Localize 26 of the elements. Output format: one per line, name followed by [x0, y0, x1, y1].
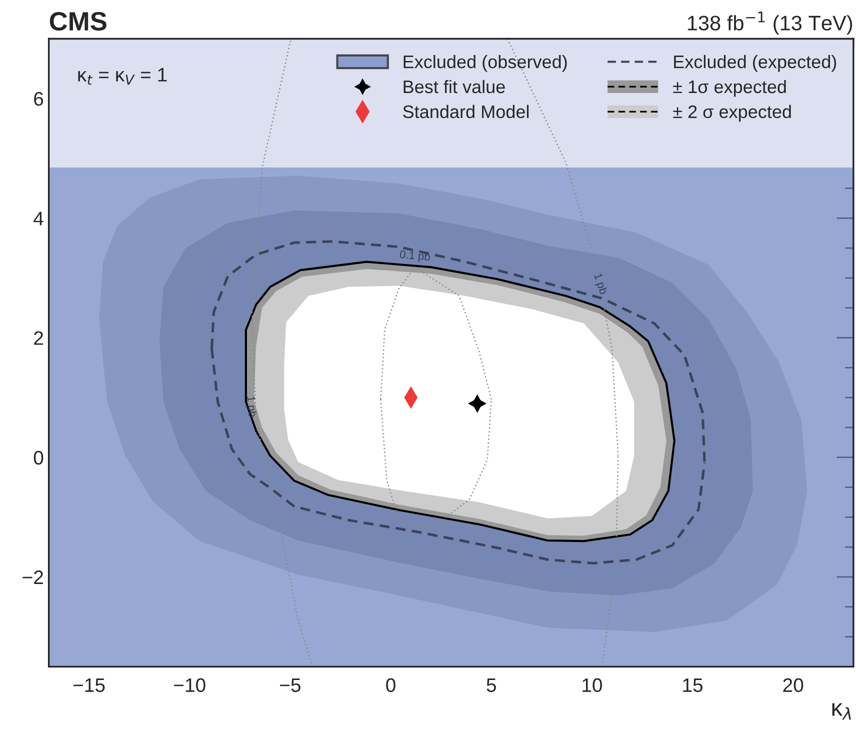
legend-label: Excluded (expected) — [674, 54, 836, 72]
y-tick-label: 6 — [34, 92, 44, 106]
legend-label: Standard Model — [403, 104, 529, 118]
x-tick-label: 10 — [582, 678, 602, 692]
chart-subtitle: 138 fb$^{−1}$ (13 TeV) — [688, 12, 852, 35]
chart-title: CMS — [50, 12, 106, 31]
x-tick-label: 5 — [486, 678, 496, 692]
y-tick-label: 0 — [34, 450, 44, 465]
x-tick-label: 15 — [683, 678, 703, 692]
legend-label: ± 2 σ expected — [673, 104, 791, 122]
y-tick-label: 2 — [34, 331, 43, 345]
annotation: 0.1 pb — [400, 250, 430, 263]
y-tick-label: −2 — [22, 570, 43, 584]
annotation: 1 pb — [244, 396, 258, 418]
legend-label: Excluded (observed) — [404, 54, 567, 72]
x-tick-label: −5 — [280, 678, 300, 692]
x-tick-label: −10 — [174, 678, 206, 692]
x-tick-label: 20 — [783, 678, 804, 692]
annotation: κ$_{t}$ = κ$_{V}$ = 1 — [78, 68, 167, 85]
annotation: 1 pb — [592, 272, 608, 296]
y-tick-label: 4 — [34, 212, 44, 226]
x-tick-label: 0 — [386, 678, 396, 692]
x-axis-title: κ$_{λ}$ — [832, 703, 851, 720]
legend-label: ± 1σ expected — [673, 80, 786, 97]
x-tick-label: −15 — [73, 678, 105, 692]
legend-label: Best fit value — [404, 80, 505, 94]
